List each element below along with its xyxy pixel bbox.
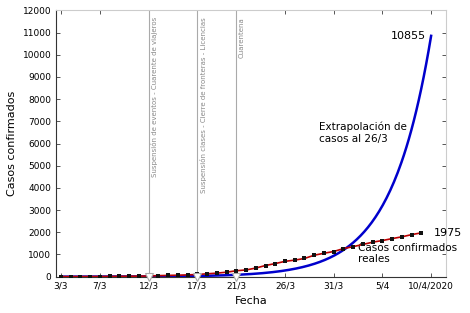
Text: Suspensión de eventos - Cuarente de viajeros: Suspensión de eventos - Cuarente de viaj…	[151, 17, 158, 177]
Text: 10855: 10855	[391, 31, 426, 41]
Text: Cuarentena: Cuarentena	[239, 17, 245, 58]
Text: Casos confirmados
reales: Casos confirmados reales	[358, 243, 457, 264]
Text: 1975: 1975	[434, 228, 462, 238]
Text: Extrapolación de
casos al 26/3: Extrapolación de casos al 26/3	[319, 121, 407, 143]
X-axis label: Fecha: Fecha	[235, 296, 267, 306]
Y-axis label: Casos confirmados: Casos confirmados	[7, 91, 17, 196]
Text: Suspensión clases - Cierre de fronteras - Licencias: Suspensión clases - Cierre de fronteras …	[200, 17, 207, 193]
